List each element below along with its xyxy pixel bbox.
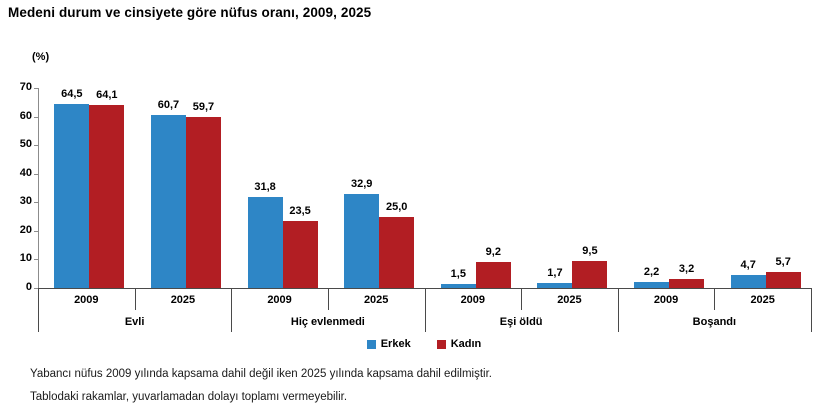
y-axis-tick-label: 70 [19,81,32,93]
footnotes: Yabancı nüfus 2009 yılında kapsama dahil… [30,363,492,409]
group-separator [811,310,812,332]
y-axis-tick [34,202,38,204]
bar-value-label: 3,2 [678,262,695,275]
bar-value-label: 32,9 [350,178,373,190]
axis-separator [521,288,523,310]
group-separator [424,310,426,332]
x-axis-year-label: 2009 [74,294,99,306]
y-axis-tick [34,145,38,147]
legend-entry-kadın: Kadın [436,338,482,350]
bar-value-label: 64,5 [61,87,83,100]
bar-value-label: 5,7 [775,255,791,268]
footnote-line-1: Yabancı nüfus 2009 yılında kapsama dahil… [30,368,492,380]
bar-erkek-Eşi öldü-2009 [440,283,476,288]
axis-separator [617,288,619,310]
bar-kadın-Hiç evlenmedi-2009 [282,220,318,288]
axis-separator [38,288,39,310]
bar-value-label: 9,2 [485,245,501,258]
bar-erkek-Hiç evlenmedi-2025 [344,194,380,288]
bar-erkek-Evli-2009 [54,103,90,288]
bar-erkek-Evli-2025 [150,114,186,288]
bar-kadın-Boşandı-2025 [765,271,801,288]
y-axis-tick-label: 50 [19,138,32,151]
x-axis-year-label: 2009 [267,294,292,306]
y-axis-tick [34,230,38,232]
bar-erkek-Boşandı-2025 [730,274,766,288]
y-axis-tick-label: 40 [19,166,32,179]
chart-legend: Erkek Kadın [38,338,810,350]
x-axis-year-label: 2025 [557,294,582,306]
bar-kadın-Hiç evlenmedi-2025 [379,216,415,288]
group-separator [38,310,39,332]
chart-title: Medeni durum ve cinsiyete göre nüfus ora… [8,5,372,20]
x-axis-year-label: 2009 [460,294,486,306]
axis-separator [424,288,426,310]
x-axis-year-label: 2025 [170,294,196,306]
y-axis-tick [34,288,38,289]
x-axis-year-label: 2009 [653,294,679,306]
grouped-bar-chart: 0 10 20 30 40 50 60 70 64,5 64,1 2009 60,7 59,7 2025 E… [19,81,812,332]
group-separator [617,310,619,332]
bar-erkek-Hiç evlenmedi-2009 [247,197,283,288]
y-axis-tick [34,259,38,261]
y-axis-unit-label: (%) [32,51,50,63]
legend-entry-erkek: Erkek [366,338,411,350]
bar-value-label: 60,7 [157,98,180,111]
bar-value-label: 2,2 [643,265,660,278]
y-axis-tick-label: 10 [19,252,32,265]
axis-separator [327,288,329,310]
y-axis-line [38,88,39,288]
bar-kadın-Evli-2025 [185,117,221,288]
axis-separator [134,288,136,310]
bar-kadın-Boşandı-2009 [669,278,705,288]
axis-separator [811,288,812,310]
bar-erkek-Eşi öldü-2025 [537,283,573,288]
bar-kadın-Evli-2009 [89,104,125,288]
y-axis-tick-label: 30 [19,195,32,208]
legend-swatch-icon [366,339,376,349]
axis-separator [231,288,233,310]
bar-erkek-Boşandı-2009 [634,281,670,288]
footnote-line-2: Tablodaki rakamlar, yuvarlamadan dolayı … [30,391,348,403]
legend-swatch-icon [436,339,446,349]
y-axis-tick [34,116,38,118]
axis-separator [714,288,716,310]
bar-value-label: 31,8 [254,181,276,194]
x-axis-year-label: 2025 [750,294,775,306]
y-axis-tick-label: 0 [25,281,32,293]
bar-value-label: 9,5 [582,244,598,257]
x-axis-year-label: 2025 [363,294,389,306]
bar-value-label: 1,7 [547,267,563,280]
bar-value-label: 59,7 [192,101,215,114]
bar-value-label: 1,5 [450,267,466,280]
y-axis-tick-label: 60 [19,109,32,122]
y-axis-tick [34,88,38,89]
group-separator [231,310,233,332]
bar-value-label: 64,1 [96,88,118,101]
bar-value-label: 23,5 [289,204,311,217]
bar-value-label: 4,7 [740,258,756,271]
legend-label: Erkek [380,338,411,350]
y-axis-tick [34,173,38,175]
bar-kadın-Eşi öldü-2025 [572,260,608,288]
legend-label: Kadın [450,338,482,350]
x-axis-group-label: Eşi öldü [499,316,543,328]
bar-kadın-Eşi öldü-2009 [475,261,511,288]
bar-value-label: 25,0 [385,200,408,213]
y-axis-tick-label: 20 [19,223,32,236]
x-axis-group-label: Hiç evlenmedi [290,316,365,328]
x-axis-group-label: Boşandı [692,316,737,328]
x-axis-group-label: Evli [124,316,145,328]
